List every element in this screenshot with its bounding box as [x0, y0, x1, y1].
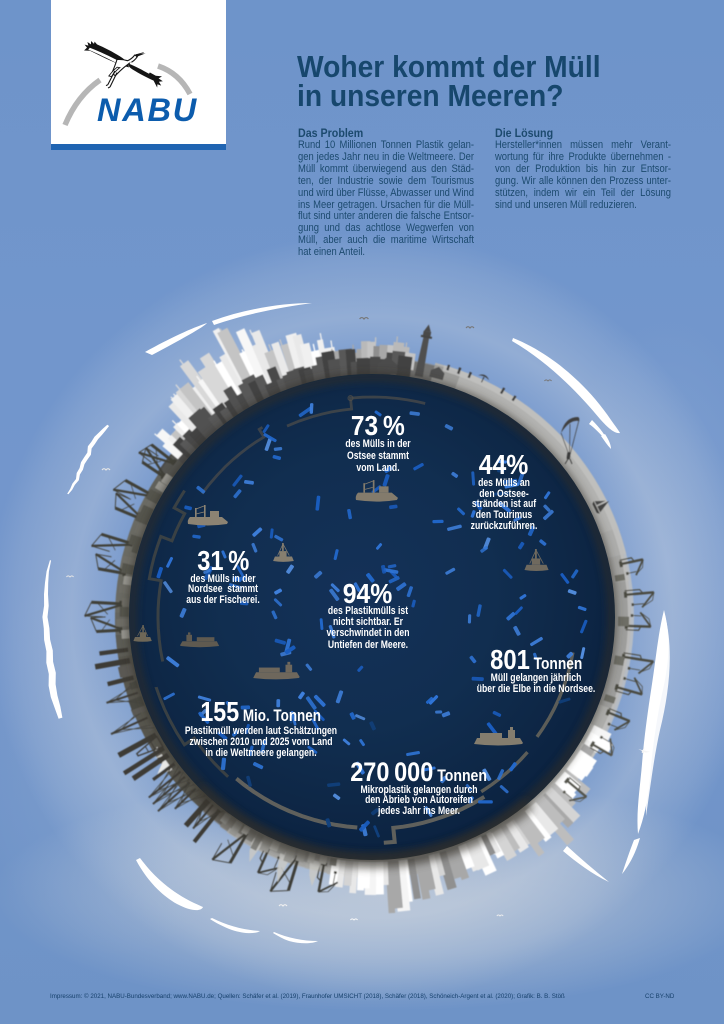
svg-text:NABU: NABU — [97, 92, 198, 128]
